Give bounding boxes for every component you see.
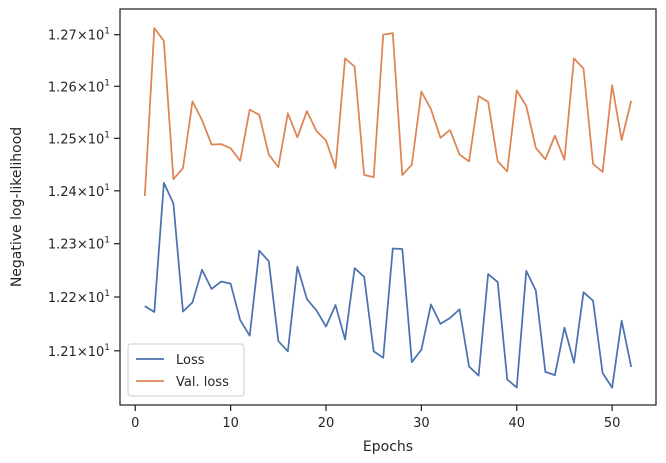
- legend-label: Val. loss: [176, 375, 229, 390]
- x-tick-label: 50: [604, 416, 621, 431]
- y-tick-label: 1.25×101: [48, 130, 110, 147]
- y-tick-label: 1.24×101: [48, 183, 110, 200]
- y-tick-label: 1.26×101: [48, 78, 110, 95]
- x-tick-label: 40: [508, 416, 525, 431]
- x-ticks: 0 10 20 30 40 50: [131, 405, 620, 431]
- series-lines: [143, 27, 633, 389]
- legend-box: [127, 343, 245, 397]
- series-line-loss: [144, 182, 633, 389]
- x-tick-label: 30: [413, 416, 430, 431]
- plot-area: [119, 8, 657, 406]
- y-tick-label: 1.22×101: [48, 289, 110, 306]
- y-tick-label: 1.23×101: [48, 236, 110, 253]
- axes-frame: [119, 8, 657, 406]
- series-line-val-loss: [143, 27, 633, 197]
- x-tick-label: 20: [318, 416, 335, 431]
- y-ticks: 1.21×101 1.22×101 1.23×101 1.24×101 1.25×101…: [48, 27, 120, 360]
- x-axis-label: Epochs: [363, 439, 413, 455]
- y-axis-label: Negative log-likelihood: [9, 127, 25, 287]
- y-tick-label: 1.27×101: [48, 27, 110, 44]
- legend: Loss Val. loss: [127, 343, 245, 397]
- y-tick-label: 1.21×101: [48, 343, 110, 360]
- legend-label: Loss: [176, 353, 205, 368]
- x-tick-label: 0: [131, 416, 139, 431]
- x-tick-label: 10: [222, 416, 239, 431]
